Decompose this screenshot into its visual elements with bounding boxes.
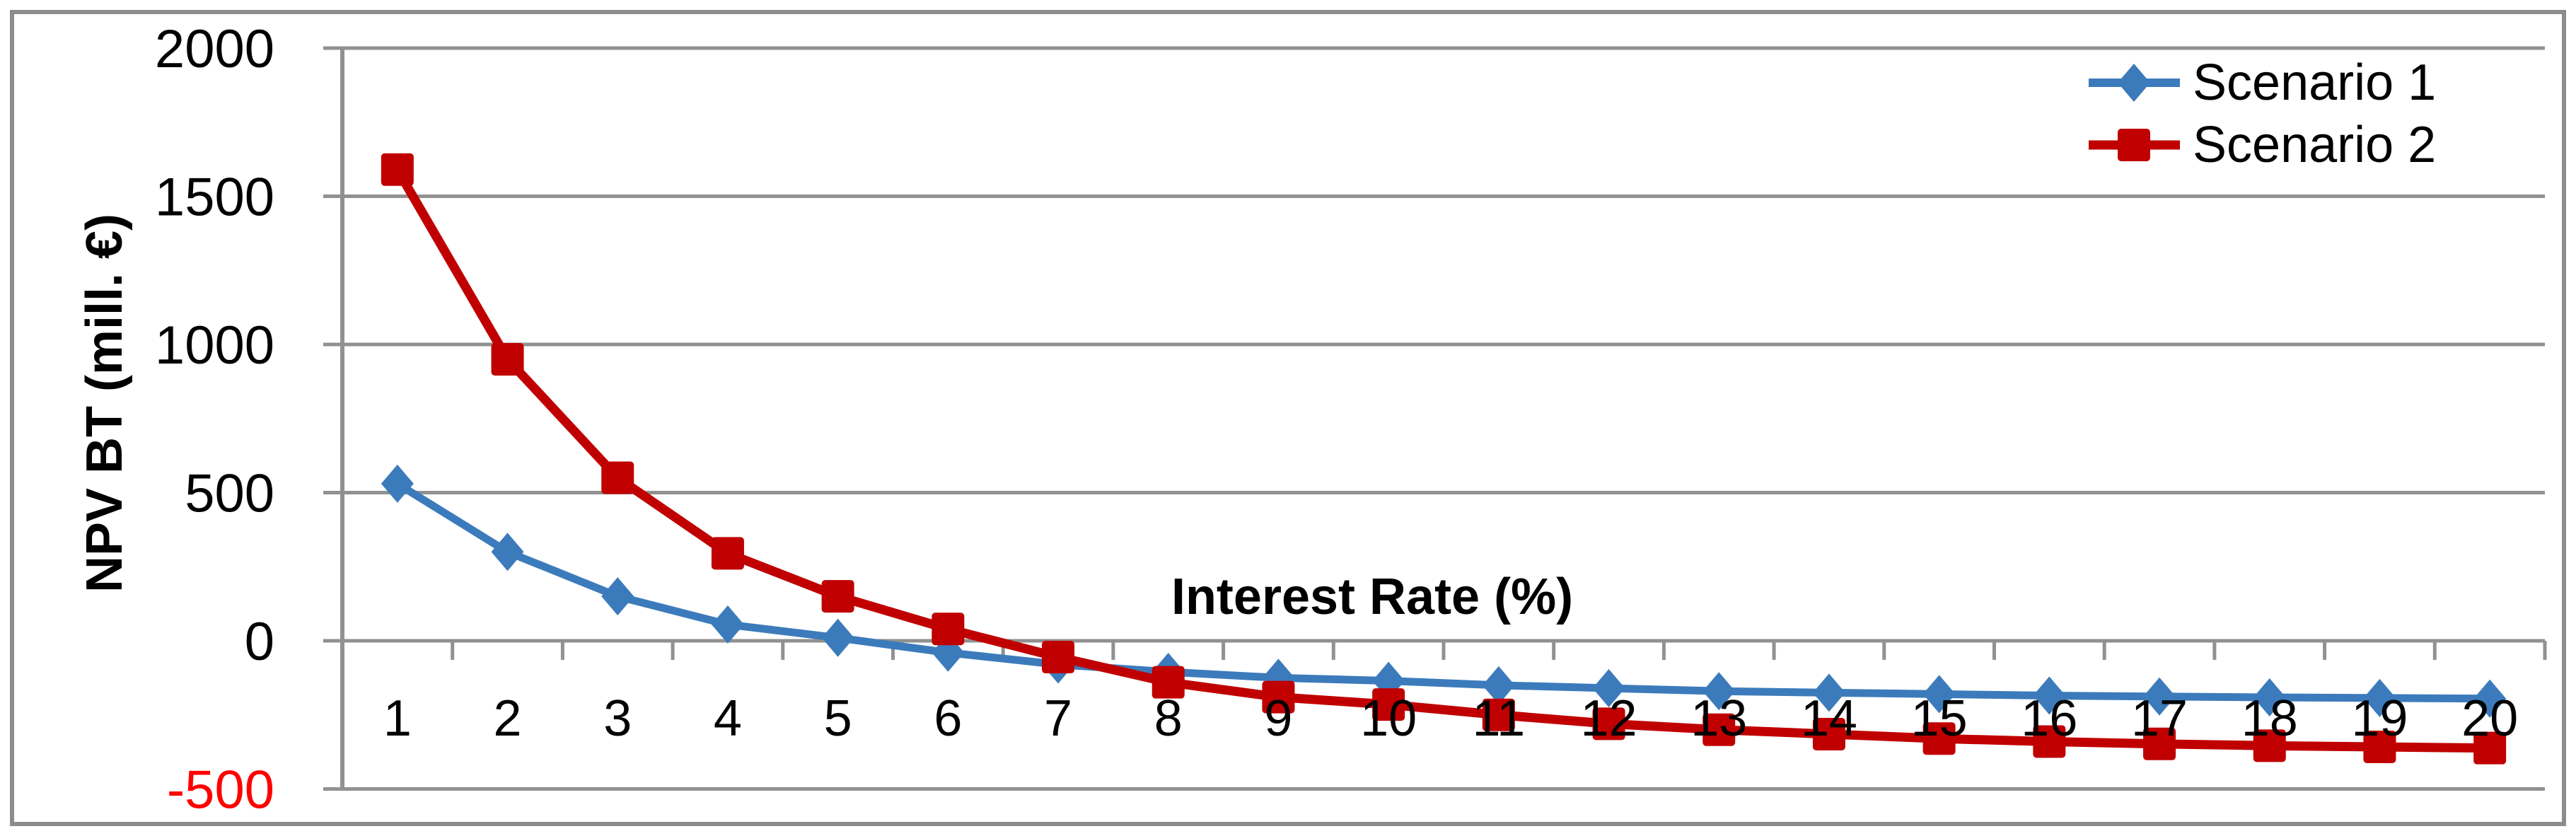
data-point-scenario-2-x4 — [711, 537, 744, 570]
x-axis-title: Interest Rate (%) — [1171, 569, 1574, 625]
data-point-scenario-1-x5 — [821, 618, 854, 657]
data-point-scenario-2-x13 — [1702, 713, 1736, 746]
data-point-scenario-2-x6 — [932, 613, 965, 646]
data-point-scenario-1-x12 — [1592, 669, 1625, 708]
data-point-scenario-2-x8 — [1151, 666, 1185, 699]
data-point-scenario-1-x11 — [1482, 666, 1515, 704]
data-point-scenario-1-x3 — [601, 577, 634, 616]
series-line-1 — [393, 480, 2494, 703]
data-point-scenario-2-x1 — [381, 153, 414, 186]
x-tick-label-15: 15 — [1911, 690, 1968, 747]
legend-label-scenario-2: Scenario 2 — [2193, 117, 2437, 173]
data-point-scenario-2-x9 — [1262, 680, 1295, 714]
data-point-scenario-2-x16 — [2033, 725, 2066, 758]
x-tick-label-5: 5 — [824, 690, 852, 747]
y-tick-label-1500: 1500 — [155, 168, 274, 228]
legend-item-scenario-2[interactable]: Scenario 2 — [2083, 114, 2436, 176]
x-tick-label-4: 4 — [714, 690, 742, 747]
x-tick-label-14: 14 — [1801, 690, 1857, 747]
data-point-scenario-1-x2 — [491, 533, 524, 571]
x-tick-label-20: 20 — [2461, 690, 2518, 747]
data-point-scenario-1-x15 — [1922, 675, 1956, 714]
x-tick-label-10: 10 — [1360, 690, 1417, 747]
data-point-scenario-2-x15 — [1922, 722, 1956, 755]
legend-label-scenario-1: Scenario 1 — [2193, 54, 2437, 111]
x-tick-label-9: 9 — [1264, 690, 1292, 747]
x-tick-label-8: 8 — [1154, 690, 1183, 747]
y-tick-label-0: 0 — [245, 612, 274, 672]
x-tick-label-12: 12 — [1581, 690, 1637, 747]
data-point-scenario-1-x13 — [1702, 672, 1736, 711]
data-point-scenario-1-x4 — [711, 605, 744, 644]
x-tick-label-16: 16 — [2021, 690, 2077, 747]
legend-item-scenario-1[interactable]: Scenario 1 — [2083, 52, 2436, 114]
x-tick-label-7: 7 — [1044, 690, 1072, 747]
data-point-scenario-1-x18 — [2253, 678, 2286, 717]
legend-swatch-scenario-1-icon — [2089, 64, 2180, 102]
data-point-scenario-2-x18 — [2253, 729, 2286, 762]
y-tick-label-1000: 1000 — [155, 315, 274, 376]
data-point-scenario-2-x17 — [2143, 727, 2176, 760]
y-axis-title: NPV BT (mill. €) — [76, 213, 133, 593]
data-point-scenario-2-x12 — [1592, 707, 1625, 741]
data-point-scenario-1-x19 — [2363, 678, 2396, 717]
y-tick-label-2000: 2000 — [155, 19, 274, 79]
data-point-scenario-2-x7 — [1042, 641, 1075, 674]
data-point-scenario-2-x10 — [1372, 688, 1405, 721]
x-tick-label-19: 19 — [2351, 690, 2408, 747]
data-point-scenario-2-x14 — [1812, 717, 1845, 750]
data-point-scenario-2-x3 — [601, 461, 634, 494]
y-tick-label-500: 500 — [185, 464, 274, 524]
data-point-scenario-2-x19 — [2363, 731, 2396, 764]
x-tick-label-2: 2 — [494, 690, 522, 747]
x-tick-label-17: 17 — [2131, 690, 2188, 747]
x-tick-label-6: 6 — [934, 690, 962, 747]
x-tick-label-11: 11 — [1472, 690, 1525, 747]
data-point-scenario-2-x11 — [1482, 698, 1515, 731]
data-point-scenario-1-x1 — [381, 464, 414, 503]
data-point-scenario-1-x14 — [1812, 673, 1845, 712]
x-tick-label-13: 13 — [1690, 690, 1747, 747]
legend-swatch-scenario-2-icon — [2089, 129, 2180, 161]
x-tick-label-1: 1 — [383, 690, 412, 747]
y-tick-label--500: -500 — [167, 760, 274, 820]
data-point-scenario-1-x16 — [2033, 676, 2066, 715]
data-point-scenario-2-x2 — [491, 342, 524, 376]
legend: Scenario 1 Scenario 2 — [2083, 52, 2436, 176]
x-tick-label-3: 3 — [603, 690, 632, 747]
series-line-2 — [393, 165, 2495, 753]
data-point-scenario-2-x5 — [821, 580, 854, 613]
data-point-scenario-1-x20 — [2473, 679, 2507, 718]
data-point-scenario-1-x17 — [2143, 677, 2176, 716]
data-point-scenario-2-x20 — [2473, 731, 2507, 765]
x-tick-label-18: 18 — [2241, 690, 2298, 747]
